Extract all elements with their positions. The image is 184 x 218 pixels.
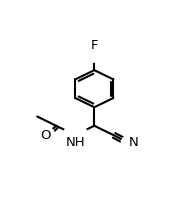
Text: O: O (40, 129, 51, 141)
Text: F: F (91, 39, 98, 52)
Text: N: N (128, 136, 138, 149)
Text: NH: NH (65, 136, 85, 149)
